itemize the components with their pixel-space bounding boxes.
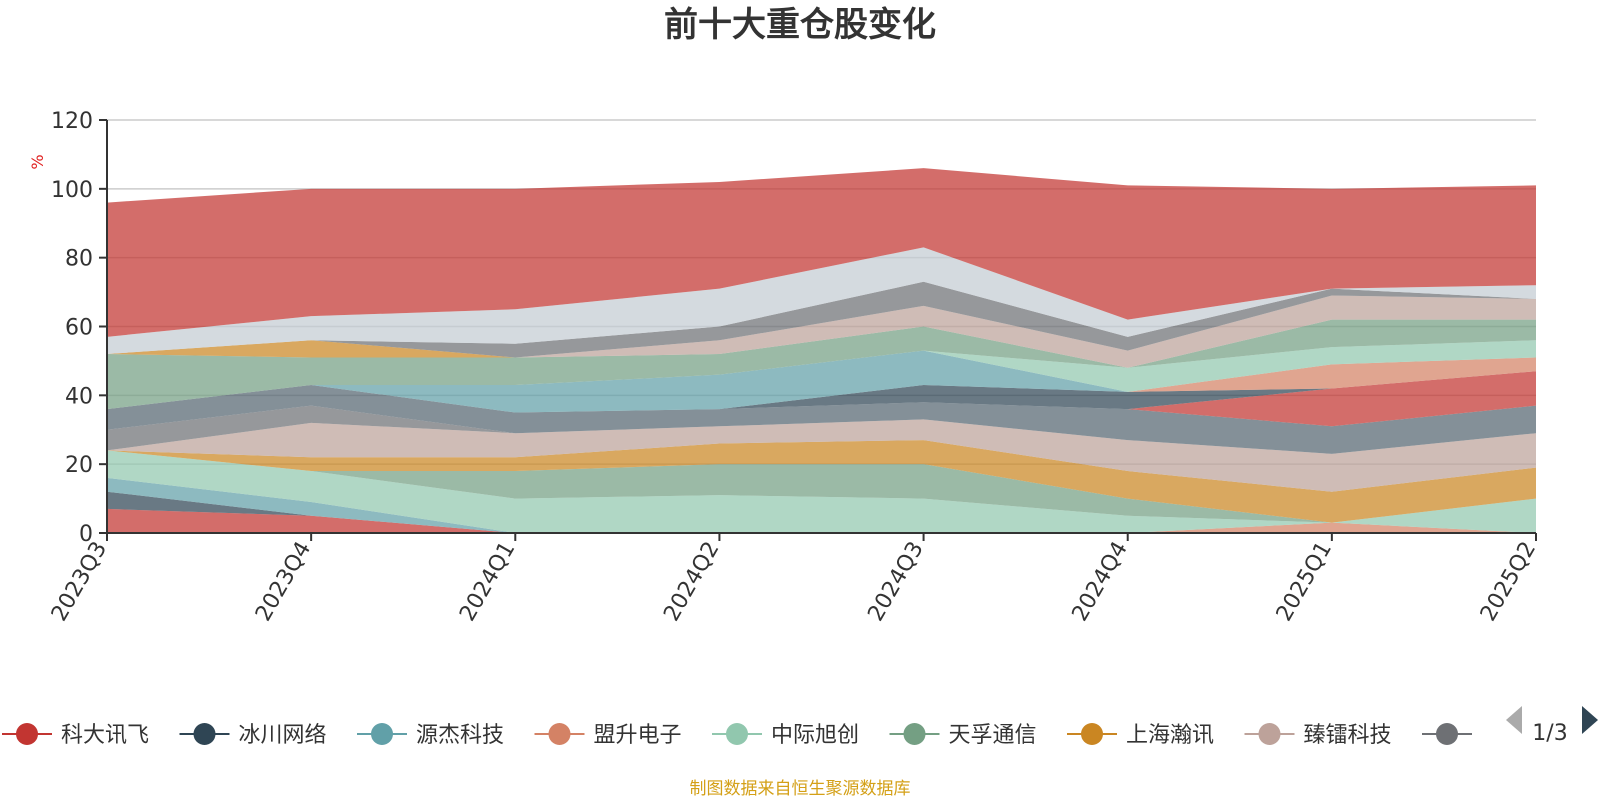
area-series-15 [107, 319, 1536, 410]
legend-marker-1 [193, 723, 216, 745]
legend-item-7[interactable]: 臻镭科技 [1244, 723, 1392, 748]
legend-pager: 1/3 [1506, 706, 1598, 746]
legend-marker-7 [1258, 723, 1281, 745]
y-tick-label-2: 40 [65, 384, 93, 409]
y-tick-label-3: 60 [65, 316, 93, 341]
legend-marker-5 [903, 723, 926, 745]
legend-page-indicator: 1/3 [1532, 721, 1567, 746]
legend-item-5[interactable]: 天孚通信 [889, 723, 1037, 748]
area-series-14 [107, 340, 1536, 410]
y-tick-label-0: 0 [79, 522, 93, 547]
x-tick-label-4: 2024Q3 [863, 538, 928, 626]
legend-label-2: 源杰科技 [416, 723, 504, 748]
triangle-right-icon[interactable] [1582, 706, 1598, 734]
x-tick-label-1: 2023Q4 [251, 538, 316, 626]
triangle-left-icon[interactable] [1506, 706, 1522, 734]
legend-items: 科大讯飞 冰川网络 源杰科技 盟升电子 中际旭创 天孚通信 上海瀚讯 臻镭科技 [2, 723, 1472, 748]
area-series-11 [107, 371, 1536, 413]
area-series-18 [107, 281, 1536, 358]
x-tick-label-7: 2025Q2 [1476, 538, 1541, 626]
area-series-13 [107, 350, 1536, 410]
area-series-10 [107, 371, 1536, 427]
area-series-17 [107, 295, 1536, 368]
legend-item-8[interactable] [1422, 723, 1472, 745]
y-axis-unit: % [28, 154, 47, 169]
legend-marker-6 [1081, 723, 1103, 745]
area-series-9 [107, 385, 1536, 454]
y-tick-label-5: 100 [51, 178, 93, 203]
area-series-7 [107, 419, 1536, 492]
legend-label-4: 中际旭创 [771, 723, 859, 748]
legend-label-5: 天孚通信 [949, 723, 1037, 748]
legend-item-6[interactable]: 上海瀚讯 [1067, 723, 1214, 748]
legend-item-4[interactable]: 中际旭创 [712, 723, 859, 748]
area-series [107, 168, 1536, 533]
legend-label-0: 科大讯飞 [61, 723, 149, 748]
legend-marker-0 [16, 723, 38, 745]
chart-title: 前十大重仓股变化 [664, 5, 936, 45]
legend-marker-4 [726, 723, 748, 745]
legend-label-6: 上海瀚讯 [1126, 723, 1214, 748]
legend-marker-8 [1436, 723, 1458, 745]
y-tick-labels: 0 20 40 60 80 100 120 [51, 109, 93, 547]
axes [99, 119, 1537, 541]
x-tick-label-6: 2025Q1 [1272, 538, 1337, 626]
area-series-6 [107, 440, 1536, 523]
legend-label-1: 冰川网络 [239, 723, 327, 748]
y-tick-label-4: 80 [65, 247, 93, 272]
area-series-3 [107, 477, 1536, 533]
area-series-12 [107, 350, 1536, 413]
area-series-20 [107, 168, 1536, 337]
legend-marker-2 [371, 723, 393, 745]
x-tick-labels: 2023Q3 2023Q4 2024Q1 2024Q2 2024Q3 2024Q4 2025… [47, 538, 1541, 626]
area-series-0 [107, 508, 1536, 533]
legend-label-7: 臻镭科技 [1304, 723, 1392, 748]
area-series-19 [107, 247, 1536, 355]
area-series-5 [107, 450, 1536, 523]
x-tick-label-2: 2024Q1 [455, 538, 520, 626]
legend-label-3: 盟升电子 [594, 723, 682, 748]
legend-marker-3 [548, 723, 571, 745]
legend: 科大讯飞 冰川网络 源杰科技 盟升电子 中际旭创 天孚通信 上海瀚讯 臻镭科技 [2, 723, 1472, 748]
data-source-note: 制图数据来自恒生聚源数据库 [690, 779, 911, 799]
x-tick-label-3: 2024Q2 [659, 538, 724, 626]
legend-item-2[interactable]: 源杰科技 [357, 723, 504, 748]
area-series-4 [107, 450, 1536, 533]
legend-item-0[interactable]: 科大讯飞 [2, 723, 149, 748]
y-tick-label-1: 20 [65, 453, 93, 478]
legend-item-3[interactable]: 盟升电子 [534, 723, 682, 748]
legend-item-1[interactable]: 冰川网络 [179, 723, 327, 748]
x-tick-label-0: 2023Q3 [47, 538, 112, 626]
y-tick-label-6: 120 [51, 109, 93, 134]
x-tick-label-5: 2024Q4 [1068, 538, 1133, 626]
